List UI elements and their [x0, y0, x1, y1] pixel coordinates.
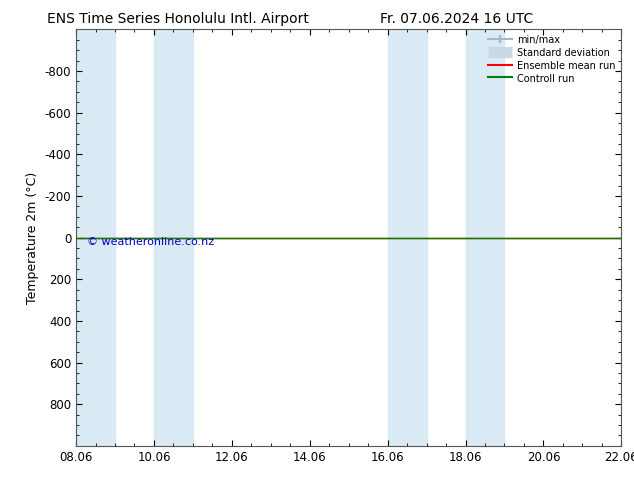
Text: © weatheronline.co.nz: © weatheronline.co.nz — [87, 237, 214, 247]
Bar — [387, 29, 427, 446]
Legend: min/max, Standard deviation, Ensemble mean run, Controll run: min/max, Standard deviation, Ensemble me… — [484, 31, 619, 88]
Bar — [76, 29, 115, 446]
Y-axis label: Temperature 2m (°C): Temperature 2m (°C) — [26, 172, 39, 304]
Bar — [465, 29, 505, 446]
Bar — [621, 29, 634, 446]
Bar — [154, 29, 193, 446]
Text: ENS Time Series Honolulu Intl. Airport: ENS Time Series Honolulu Intl. Airport — [46, 12, 309, 26]
Text: Fr. 07.06.2024 16 UTC: Fr. 07.06.2024 16 UTC — [380, 12, 533, 26]
